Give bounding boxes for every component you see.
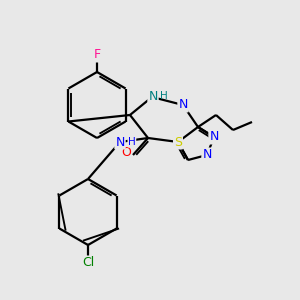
Text: N: N [115,136,125,148]
Text: N: N [148,89,158,103]
Text: F: F [93,49,100,62]
Text: N: N [178,98,188,112]
Text: N: N [202,148,212,161]
Text: N: N [209,130,219,143]
Text: O: O [121,146,131,160]
Text: Cl: Cl [82,256,94,269]
Text: S: S [174,136,182,148]
Text: H: H [160,91,168,101]
Text: H: H [128,137,136,147]
